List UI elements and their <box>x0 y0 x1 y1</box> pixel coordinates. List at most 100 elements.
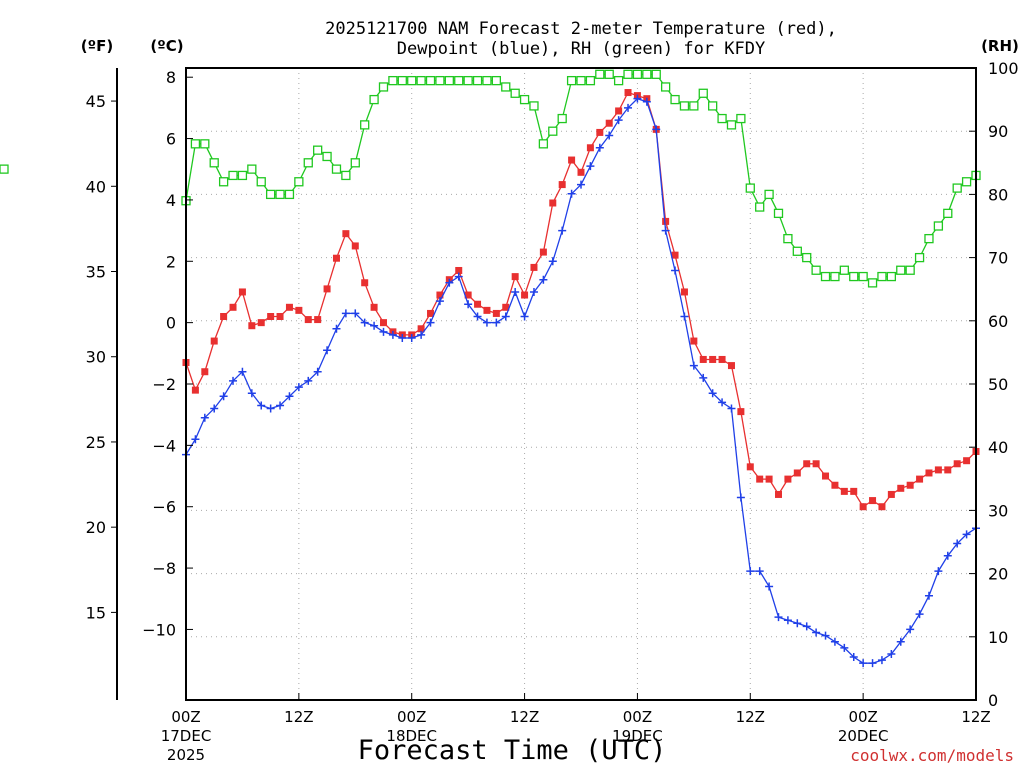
rh-point <box>914 252 925 263</box>
series-rh <box>0 69 981 288</box>
celsius-tick-label: 6 <box>166 130 176 149</box>
rh-tick-label: 80 <box>988 185 1008 204</box>
dewpoint-point <box>445 278 454 287</box>
rh-tick-label: 10 <box>988 628 1008 647</box>
rh-point <box>548 126 558 136</box>
rh-point <box>463 75 473 86</box>
x-tick-date-label: 17DEC <box>161 727 212 745</box>
rh-point <box>209 158 219 168</box>
temperature-point <box>323 285 331 293</box>
temperature-point <box>511 273 519 281</box>
dewpoint-point <box>765 582 774 591</box>
temperature-point <box>671 251 679 259</box>
x-tick-date-label: 19DEC <box>612 727 663 745</box>
rh-tick-label: 70 <box>988 249 1008 268</box>
rh-tick-label: 40 <box>988 438 1008 457</box>
temperature-point <box>436 291 444 299</box>
rh-point <box>905 265 915 275</box>
rh-point <box>416 75 426 86</box>
dewpoint-point <box>492 318 501 327</box>
dewpoint-point <box>360 318 369 327</box>
dewpoint-point <box>323 346 332 355</box>
temperature-point <box>539 248 547 256</box>
dewpoint-point <box>689 361 698 370</box>
temperature-point <box>756 475 764 483</box>
rh-point <box>576 75 586 86</box>
temperature-point <box>248 322 256 330</box>
temperature-point <box>342 230 350 238</box>
rh-point <box>849 271 859 282</box>
dewpoint-point <box>680 312 689 321</box>
dewpoint-point <box>943 551 952 560</box>
temperature-point <box>521 291 529 299</box>
dewpoint-point <box>539 275 548 284</box>
dewpoint-point <box>454 272 463 281</box>
rh-point <box>237 170 248 181</box>
temperature-point <box>680 288 688 296</box>
dewpoint-point <box>595 143 604 152</box>
rh-point <box>726 120 737 130</box>
dewpoint-point <box>887 649 896 658</box>
dewpoint-point <box>793 619 802 628</box>
fahrenheit-tick-label: 40 <box>86 177 106 196</box>
dewpoint-point <box>191 435 200 444</box>
rh-point <box>585 75 596 86</box>
rh-point <box>538 139 549 149</box>
dewpoint-point <box>840 643 849 652</box>
rh-point <box>679 101 690 111</box>
rh-point <box>407 75 417 86</box>
x-tick-date-label: 20DEC <box>838 727 889 745</box>
dewpoint-point <box>652 125 661 134</box>
temperature-point <box>285 303 293 311</box>
rh-point <box>717 113 727 124</box>
dewpoint-point <box>746 567 755 576</box>
rh-point <box>190 139 201 149</box>
temperature-point <box>332 254 340 262</box>
fahrenheit-tick-label: 35 <box>86 263 106 282</box>
rh-point <box>886 271 897 282</box>
temperature-point <box>615 107 623 115</box>
dewpoint-point <box>529 287 538 296</box>
rh-point <box>670 94 680 105</box>
dewpoint-point <box>868 659 877 668</box>
temperature-point <box>803 460 811 468</box>
dewpoint-point <box>642 97 651 106</box>
temperature-point <box>530 263 538 271</box>
rh-point <box>755 202 765 212</box>
rh-point <box>689 101 699 111</box>
temperature-point <box>267 313 275 321</box>
dewpoint-point <box>417 330 426 339</box>
x-tick-label: 00Z <box>397 708 426 726</box>
dewpoint-point <box>313 367 322 376</box>
temperature-line <box>185 91 977 508</box>
dewpoint-point <box>210 404 219 413</box>
dewpoint-point <box>341 309 350 318</box>
chart-subtitle: Dewpoint (blue), RH (green) for KFDY <box>397 39 765 59</box>
dewpoint-point <box>774 613 783 622</box>
temperature-point <box>586 144 594 152</box>
rh-point <box>924 233 934 244</box>
temperature-point <box>210 337 218 345</box>
rh-point <box>256 177 266 187</box>
rh-point <box>961 177 972 187</box>
dewpoint-point <box>200 413 209 422</box>
temperature-point <box>351 242 359 250</box>
rh-point <box>425 75 436 86</box>
rh-point <box>331 164 342 174</box>
rh-point <box>839 265 849 275</box>
temperature-point <box>746 463 754 471</box>
temperature-point <box>220 313 228 321</box>
temperature-point <box>361 279 369 287</box>
fahrenheit-tick-label: 25 <box>86 433 106 452</box>
celsius-tick-label: 2 <box>166 252 176 271</box>
dewpoint-point <box>614 116 623 125</box>
x-tick-label: 00Z <box>171 708 200 726</box>
dewpoint-point <box>849 653 858 662</box>
dewpoint-point <box>906 625 915 634</box>
temperature-point <box>201 368 209 376</box>
rh-unit-label: (RH) <box>981 37 1019 55</box>
dewpoint-point <box>859 659 868 668</box>
rh-line <box>185 73 977 284</box>
celsius-tick-label: −10 <box>142 620 176 639</box>
fahrenheit-tick-label: 30 <box>86 348 106 367</box>
